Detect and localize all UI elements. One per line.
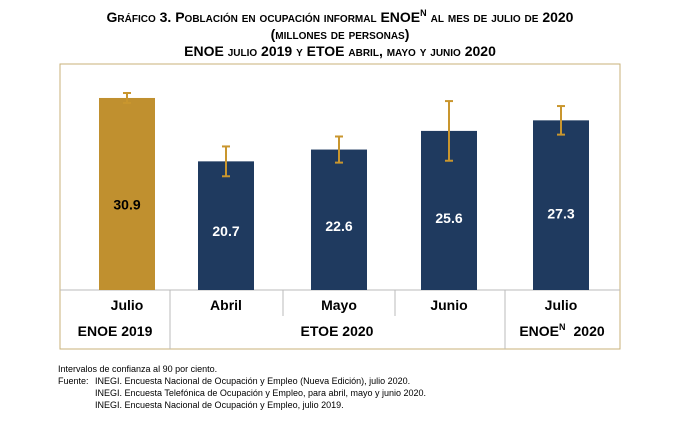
plot-frame — [59, 63, 621, 350]
note: Intervalos de confianza al 90 por ciento… — [58, 364, 217, 374]
bar — [198, 161, 254, 290]
x-tick-label: Julio — [111, 297, 144, 313]
value-label: 27.3 — [547, 206, 574, 222]
bar — [99, 97, 155, 290]
x-tick-label: Abril — [210, 297, 242, 313]
value-label: 22.6 — [325, 218, 352, 234]
source: INEGI. Encuesta Nacional de Ocupación y … — [95, 376, 410, 386]
chart-title: Gráfico 3. Población en ocupación inform… — [107, 8, 574, 25]
group-text: ETOE 2020 — [301, 323, 374, 339]
bar — [533, 120, 589, 291]
title-superscript: N — [420, 8, 427, 18]
subtitle2: ENOE julio 2019 y ETOE abril, mayo y jun… — [184, 43, 496, 59]
source: INEGI. Encuesta Nacional de Ocupación y … — [95, 400, 344, 410]
source-label: Fuente: — [58, 376, 89, 386]
group-label: ETOE 2020 — [301, 323, 374, 339]
title-main: Gráfico 3. Población en ocupación inform… — [107, 9, 421, 25]
value-label: 20.7 — [212, 223, 239, 239]
x-tick-label: Junio — [430, 297, 467, 313]
group-superscript: N — [559, 322, 566, 332]
value-label: 25.6 — [435, 210, 462, 226]
title-tail: al mes de julio de 2020 — [431, 9, 574, 25]
group-label: ENOEN 2020 — [519, 322, 605, 339]
group-text: ENOE 2019 — [78, 323, 153, 339]
group-suffix: 2020 — [574, 323, 605, 339]
x-tick-label: Mayo — [321, 297, 357, 313]
group-label: ENOE 2019 — [78, 323, 153, 339]
value-label: 30.9 — [113, 196, 140, 212]
group-text: ENOE — [519, 323, 559, 339]
x-tick-label: Julio — [545, 297, 578, 313]
subtitle: (millones de personas) — [271, 26, 410, 42]
bar — [311, 149, 367, 290]
source: INEGI. Encuesta Telefónica de Ocupación … — [95, 388, 426, 398]
